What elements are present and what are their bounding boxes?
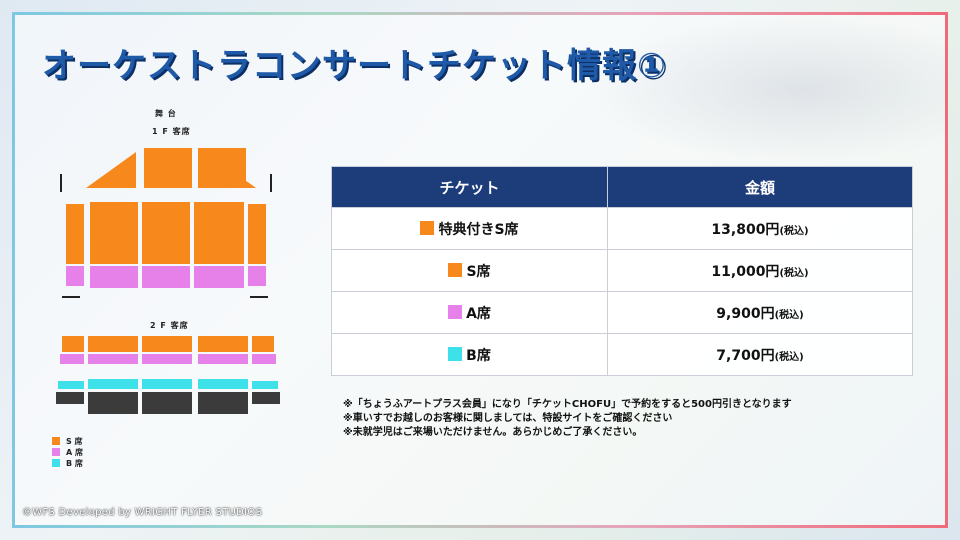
price-cell: 9,900円(税込)	[607, 291, 913, 334]
b-seat-block	[58, 381, 84, 389]
restricted-seat-block	[198, 392, 248, 414]
seating-chart: 舞 台 1 F 客席 2 F 客席	[52, 100, 292, 480]
a-seat-swatch	[448, 304, 463, 319]
price-value: 9,900円	[716, 305, 775, 322]
table-row: A席 9,900円(税込)	[331, 291, 913, 334]
b-seat-block	[88, 379, 138, 389]
note-line: ※車いすでお越しのお客様に関しましては、特設サイトをご確認ください	[343, 413, 673, 424]
ticket-name: S席	[466, 263, 491, 280]
table-row: 特典付きS席 13,800円(税込)	[331, 207, 913, 250]
price-value: 7,700円	[716, 347, 775, 364]
ticket-name: B席	[466, 347, 491, 364]
page-title: オーケストラコンサートチケット情報①	[42, 46, 667, 86]
b-seat-block	[198, 379, 248, 389]
s-seat-block	[252, 336, 274, 352]
ticket-name: 特典付きS席	[438, 221, 519, 238]
s-seat-swatch	[448, 262, 463, 277]
a-seat-block	[252, 354, 276, 364]
ticket-cell: 特典付きS席	[331, 207, 608, 250]
ticket-cell: B席	[331, 333, 608, 376]
wall-line	[250, 296, 268, 298]
column-header-ticket: チケット	[331, 166, 608, 208]
s-seat-swatch	[52, 437, 60, 445]
a-seat-block	[142, 266, 190, 288]
tax-note: (税込)	[774, 309, 804, 321]
tax-note: (税込)	[779, 225, 809, 237]
s-seat-block	[66, 204, 84, 264]
price-cell: 7,700円(税込)	[607, 333, 913, 376]
restricted-seat-block	[88, 392, 138, 414]
b-seat-swatch	[448, 346, 463, 361]
notes: ※「ちょうふアートプラス会員」になり「チケットCHOFU」で予約をすると500円…	[343, 398, 792, 440]
tax-note: (税込)	[774, 351, 804, 363]
s-seat-block	[142, 202, 190, 264]
a-seat-block	[194, 266, 244, 288]
s-seat-block	[144, 148, 192, 188]
b-seat-block	[252, 381, 278, 389]
price-table: チケット 金額 特典付きS席 13,800円(税込) S席 11,000円(税込…	[331, 166, 913, 376]
floor1-label: 1 F 客席	[152, 127, 191, 136]
s-seat-block	[248, 204, 266, 264]
legend-item: B 席	[52, 458, 83, 468]
s-seat-block	[194, 202, 244, 264]
restricted-seat-block	[56, 392, 84, 404]
stage-label: 舞 台	[155, 109, 177, 118]
legend-item: A 席	[52, 447, 83, 457]
a-seat-block	[60, 354, 84, 364]
legend-label: B 席	[66, 458, 83, 468]
s-seat-block	[142, 336, 192, 352]
legend-item: S 席	[52, 436, 83, 446]
wall-line	[60, 174, 62, 192]
legend-label: S 席	[66, 436, 83, 446]
price-cell: 13,800円(税込)	[607, 207, 913, 250]
a-seat-block	[248, 266, 266, 286]
s-seat-swatch	[420, 220, 435, 235]
s-seat-block	[62, 336, 84, 352]
s-seat-block	[88, 336, 138, 352]
table-row: B席 7,700円(税込)	[331, 333, 913, 376]
a-seat-block	[66, 266, 84, 286]
note-line: ※未就学児はご来場いただけません。あらかじめご了承ください。	[343, 427, 643, 438]
table-header-row: チケット 金額	[331, 166, 913, 208]
price-value: 11,000円	[711, 263, 780, 280]
copyright: ©WFS Developed by WRIGHT FLYER STUDIOS	[22, 507, 263, 518]
a-seat-swatch	[52, 448, 60, 456]
tax-note: (税込)	[779, 267, 809, 279]
legend-label: A 席	[66, 447, 83, 457]
background-artwork	[586, 14, 946, 164]
ticket-cell: S席	[331, 249, 608, 292]
a-seat-block	[88, 354, 138, 364]
restricted-seat-block	[252, 392, 280, 404]
ticket-cell: A席	[331, 291, 608, 334]
floor2-label: 2 F 客席	[150, 321, 189, 330]
b-seat-swatch	[52, 459, 60, 467]
a-seat-block	[198, 354, 248, 364]
s-seat-block	[90, 202, 138, 264]
note-line: ※「ちょうふアートプラス会員」になり「チケットCHOFU」で予約をすると500円…	[343, 399, 792, 410]
a-seat-block	[90, 266, 138, 288]
seat-legend: S 席 A 席 B 席	[52, 436, 83, 469]
ticket-name: A席	[466, 305, 491, 322]
s-seat-block	[198, 336, 248, 352]
s-seat-block	[86, 152, 136, 188]
column-header-price: 金額	[607, 166, 913, 208]
wall-line	[270, 174, 272, 192]
table-row: S席 11,000円(税込)	[331, 249, 913, 292]
b-seat-block	[142, 379, 192, 389]
price-value: 13,800円	[711, 221, 780, 238]
price-cell: 11,000円(税込)	[607, 249, 913, 292]
restricted-seat-block	[142, 392, 192, 414]
a-seat-block	[142, 354, 192, 364]
wall-line	[62, 296, 80, 298]
